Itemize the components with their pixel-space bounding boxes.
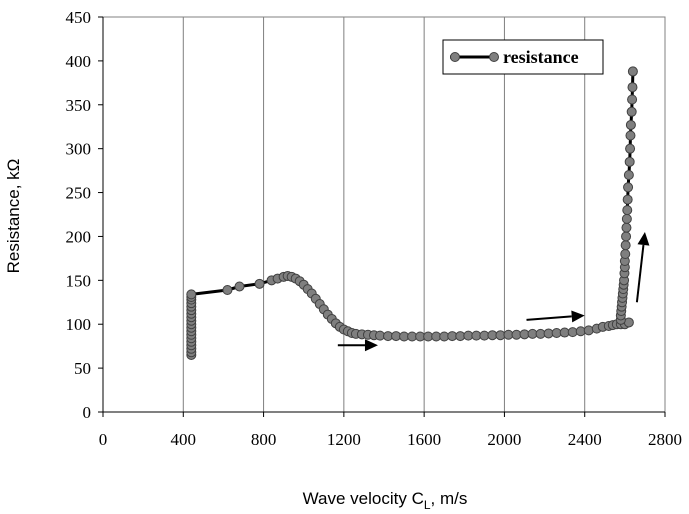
data-point [625,130,636,141]
data-point [626,106,637,117]
data-point [623,182,634,193]
y-tick-label: 200 [66,227,92,246]
data-point [222,284,233,295]
axes [98,16,666,417]
x-axis-title-suffix: , m/s [431,489,468,508]
data-point [620,249,631,259]
y-tick-label: 250 [66,184,92,203]
x-axis-title-subscript: L [424,498,431,512]
data-point [627,94,638,105]
data-point [254,278,265,289]
data-point [627,66,638,77]
tick-labels: 0 50 100 150 200 250 300 350 400 450 0 400 800 1200 16… [66,8,683,449]
y-tick-label: 300 [66,140,92,159]
x-tick-label: 2400 [568,430,602,449]
x-tick-label: 2000 [487,430,521,449]
x-tick-label: 0 [99,430,108,449]
data-point [186,289,197,300]
data-point [622,194,633,205]
data-point [627,82,638,93]
x-axis-title-main: Wave velocity C [303,489,424,508]
legend: resistance [442,39,604,75]
x-tick-label: 1600 [407,430,441,449]
data-point [234,281,245,292]
data-point [621,222,632,233]
y-tick-label: 450 [66,8,92,27]
legend-marker-left [450,52,460,62]
x-tick-label: 400 [171,430,197,449]
legend-marker-right [489,52,499,62]
annotation-arrows [337,232,650,352]
x-tick-label: 1200 [327,430,361,449]
series-line [189,71,635,355]
gridlines [182,17,666,412]
legend-label: resistance [503,47,579,67]
y-tick-label: 0 [83,403,92,422]
data-point [621,213,632,224]
x-tick-label: 800 [251,430,277,449]
x-axis-title: Wave velocity CL, m/s [303,489,468,512]
y-tick-label: 400 [66,52,92,71]
y-tick-label: 100 [66,315,92,334]
data-point [623,170,634,180]
y-tick-label: 350 [66,96,92,115]
data-point [583,325,594,336]
y-tick-label: 50 [74,359,91,378]
data-point [620,240,631,251]
annotation-arrow [526,310,585,323]
annotation-arrow [635,232,650,303]
data-point [625,119,636,130]
data-point [625,143,636,154]
data-point [621,231,632,242]
y-axis-title: Resistance, kΩ [4,159,23,274]
annotation-arrow [337,339,378,352]
data-point [624,156,635,167]
x-tick-label: 2800 [648,430,682,449]
series-resistance [186,66,638,360]
data-point [622,205,633,216]
y-tick-label: 150 [66,271,92,290]
